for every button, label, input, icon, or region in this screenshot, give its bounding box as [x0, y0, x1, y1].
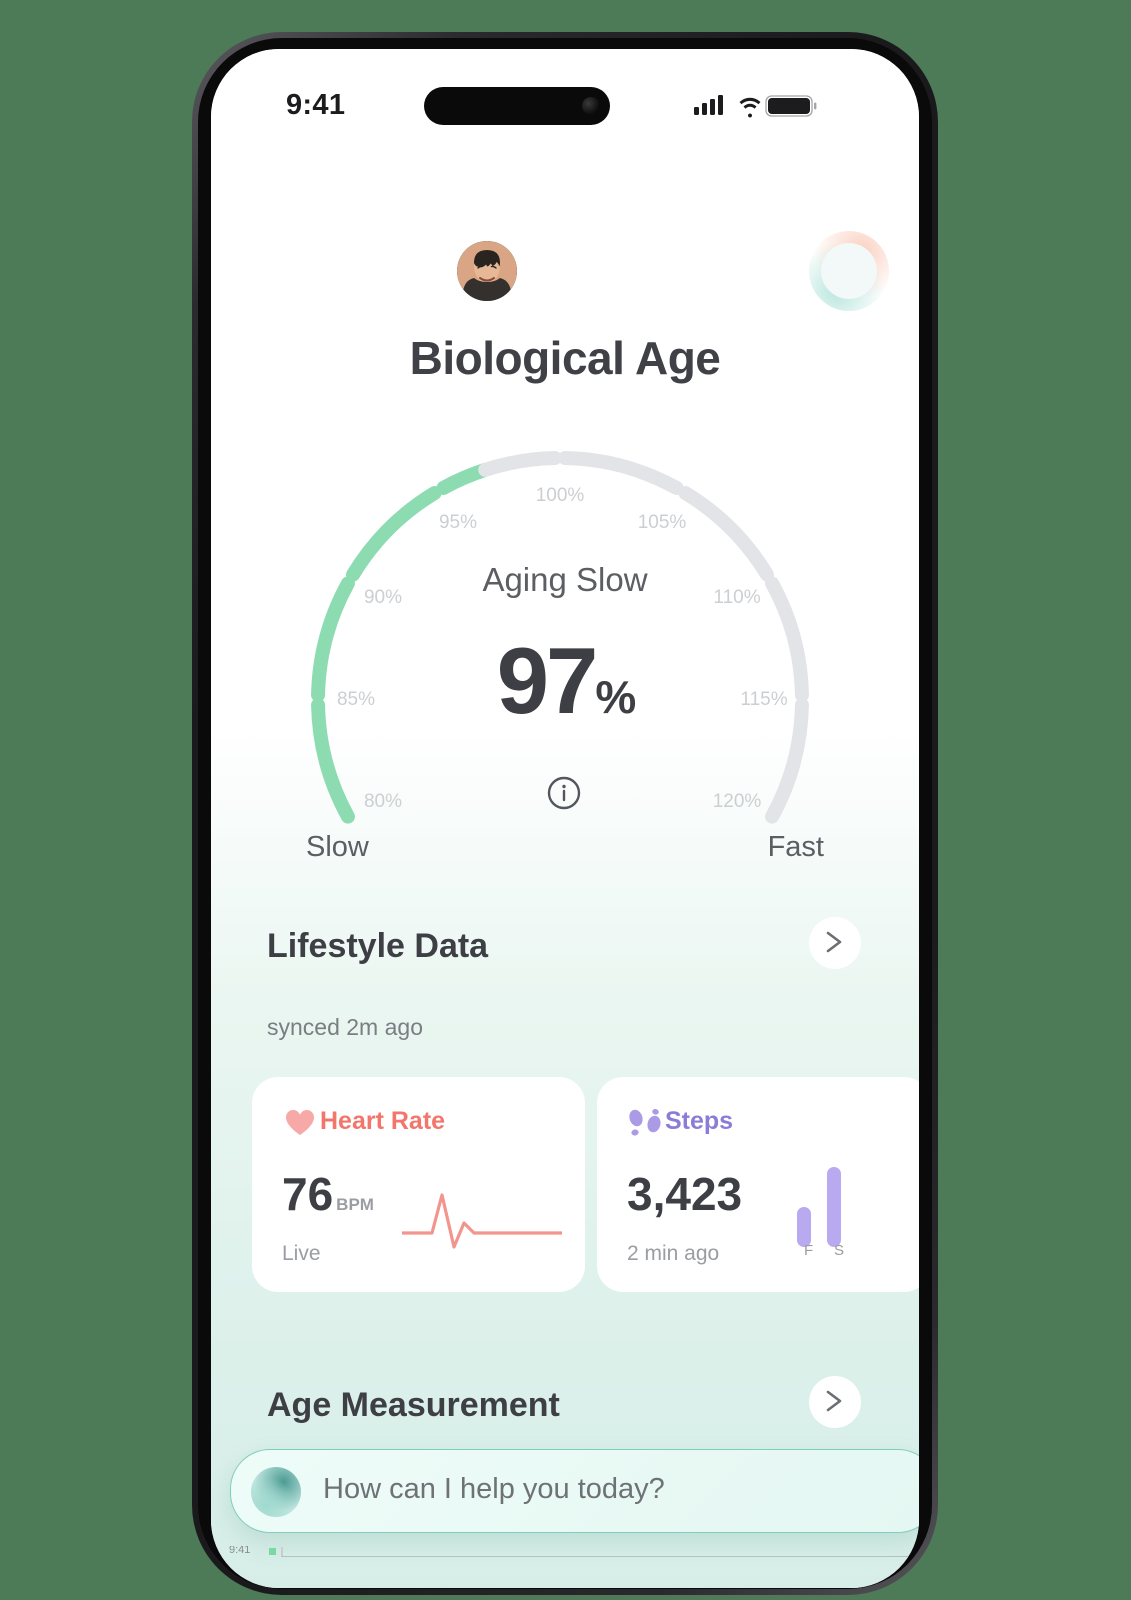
svg-text:F: F — [804, 1242, 813, 1257]
svg-text:S: S — [834, 1242, 844, 1257]
